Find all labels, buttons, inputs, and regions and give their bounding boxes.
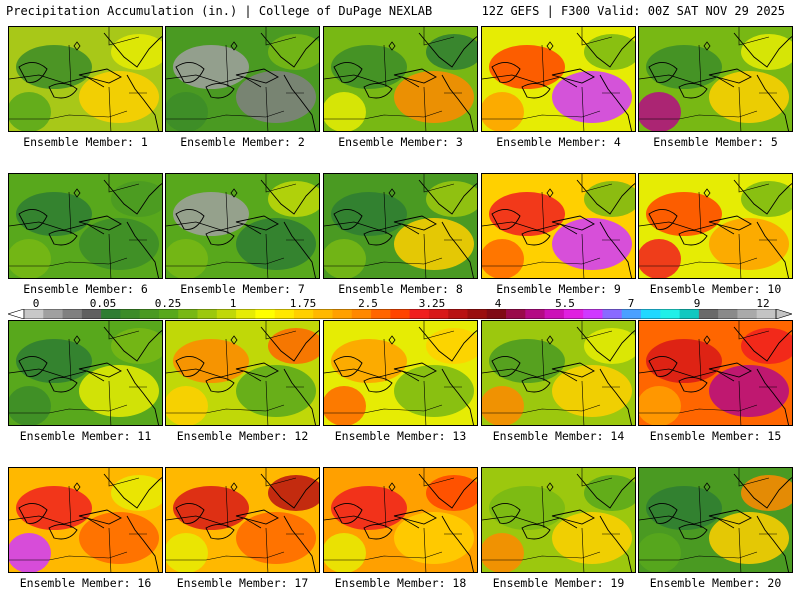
colorbar-tick-label: 3.25: [418, 297, 446, 310]
ensemble-member-4-map: [481, 26, 636, 132]
ensemble-member-4-label: Ensemble Member: 4: [496, 135, 621, 149]
ensemble-member-17-label: Ensemble Member: 17: [176, 576, 309, 590]
precip-colorbar: [8, 309, 792, 319]
ensemble-member-18-map: [323, 467, 478, 573]
colorbar-tick-label: 1: [229, 297, 237, 310]
ensemble-member-2-label: Ensemble Member: 2: [180, 135, 305, 149]
chart-title: Precipitation Accumulation (in.) | Colle…: [6, 4, 433, 18]
colorbar-tick-label: 0.05: [89, 297, 117, 310]
colorbar-tick-label: 0: [32, 297, 40, 310]
ensemble-member-16-map: [8, 467, 163, 573]
colorbar-tick-label: 12: [756, 297, 770, 310]
ensemble-member-14-label: Ensemble Member: 14: [492, 429, 625, 443]
ensemble-member-8-label: Ensemble Member: 8: [338, 282, 463, 296]
ensemble-member-17-map: [165, 467, 320, 573]
ensemble-member-13-map: [323, 320, 478, 426]
ensemble-member-12-map: [165, 320, 320, 426]
colorbar-tick-label: 7: [627, 297, 635, 310]
ensemble-member-10-label: Ensemble Member: 10: [649, 282, 782, 296]
ensemble-member-6-label: Ensemble Member: 6: [23, 282, 148, 296]
ensemble-member-15-label: Ensemble Member: 15: [649, 429, 782, 443]
ensemble-member-16-label: Ensemble Member: 16: [19, 576, 152, 590]
colorbar-tick-label: 5.5: [555, 297, 575, 310]
colorbar-tick-label: 0.25: [154, 297, 182, 310]
ensemble-member-18-label: Ensemble Member: 18: [334, 576, 467, 590]
ensemble-member-12-label: Ensemble Member: 12: [176, 429, 309, 443]
ensemble-member-3-map: [323, 26, 478, 132]
ensemble-member-10-map: [638, 173, 793, 279]
ensemble-member-7-map: [165, 173, 320, 279]
ensemble-member-9-label: Ensemble Member: 9: [496, 282, 621, 296]
ensemble-member-1-label: Ensemble Member: 1: [23, 135, 148, 149]
ensemble-member-5-label: Ensemble Member: 5: [653, 135, 778, 149]
ensemble-member-11-label: Ensemble Member: 11: [19, 429, 152, 443]
ensemble-member-20-map: [638, 467, 793, 573]
colorbar-tick-label: 2.5: [358, 297, 378, 310]
ensemble-member-19-map: [481, 467, 636, 573]
ensemble-member-3-label: Ensemble Member: 3: [338, 135, 463, 149]
ensemble-member-7-label: Ensemble Member: 7: [180, 282, 305, 296]
ensemble-member-6-map: [8, 173, 163, 279]
ensemble-member-13-label: Ensemble Member: 13: [334, 429, 467, 443]
colorbar-tick-label: 1.75: [289, 297, 317, 310]
colorbar-tick-label: 9: [693, 297, 701, 310]
ensemble-member-20-label: Ensemble Member: 20: [649, 576, 782, 590]
ensemble-member-2-map: [165, 26, 320, 132]
ensemble-member-15-map: [638, 320, 793, 426]
ensemble-member-8-map: [323, 173, 478, 279]
ensemble-member-1-map: [8, 26, 163, 132]
colorbar-tick-label: 4: [494, 297, 502, 310]
model-run-title: 12Z GEFS | F300 Valid: 00Z SAT NOV 29 20…: [481, 4, 785, 18]
ensemble-member-9-map: [481, 173, 636, 279]
ensemble-member-5-map: [638, 26, 793, 132]
ensemble-member-19-label: Ensemble Member: 19: [492, 576, 625, 590]
ensemble-member-11-map: [8, 320, 163, 426]
ensemble-member-14-map: [481, 320, 636, 426]
